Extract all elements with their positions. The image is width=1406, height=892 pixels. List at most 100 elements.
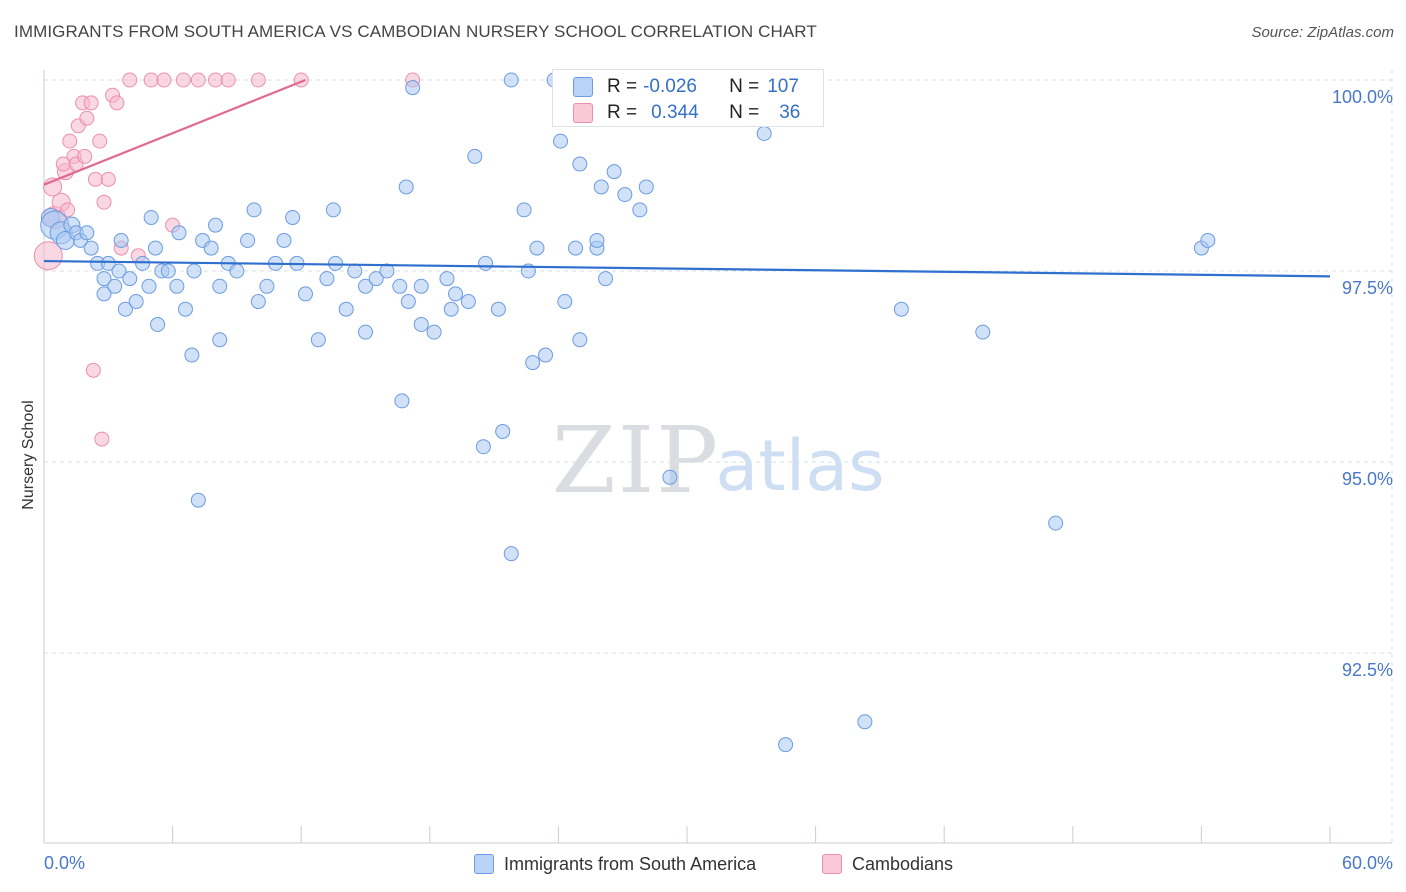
data-point [169, 278, 185, 294]
data-point [79, 110, 95, 126]
data-point [490, 301, 506, 317]
data-point [276, 232, 292, 248]
data-point [467, 148, 483, 164]
axes [43, 70, 1392, 844]
data-point [220, 72, 236, 88]
x-tick-label: 60.0% [1342, 853, 1393, 873]
data-point [107, 278, 123, 294]
stats-row-south-america: R = -0.026 N = 107 [573, 75, 799, 99]
data-point [259, 278, 275, 294]
data-point [240, 232, 256, 248]
data-point [778, 737, 794, 753]
data-point [160, 263, 176, 279]
data-point [756, 125, 772, 141]
data-point [184, 347, 200, 363]
data-point [156, 72, 172, 88]
y-tick-label: 92.5% [1342, 660, 1393, 680]
data-point [495, 423, 511, 439]
y-tick-label: 95.0% [1342, 469, 1393, 489]
data-point [557, 294, 573, 310]
data-point [319, 271, 335, 287]
trend-line [43, 78, 306, 186]
data-point [568, 240, 584, 256]
stats-swatch-pink [573, 103, 593, 123]
data-point [538, 347, 554, 363]
data-point [79, 225, 95, 241]
data-point [338, 301, 354, 317]
data-point [128, 294, 144, 310]
data-point [229, 263, 245, 279]
data-point [426, 324, 442, 340]
data-point [190, 492, 206, 508]
data-point [503, 72, 519, 88]
data-point [443, 301, 459, 317]
data-point [379, 263, 395, 279]
data-point [413, 278, 429, 294]
data-point [325, 202, 341, 218]
data-point [109, 95, 125, 111]
y-tick-label: 97.5% [1342, 278, 1393, 298]
y-tick-label: 100.0% [1332, 87, 1393, 107]
data-point [439, 271, 455, 287]
data-point [143, 210, 159, 226]
data-point [77, 148, 93, 164]
data-point [122, 72, 138, 88]
data-point [598, 271, 614, 287]
r-value: -0.026 [643, 76, 697, 97]
data-point [190, 72, 206, 88]
data-point [177, 301, 193, 317]
n-value: 36 [779, 102, 801, 123]
data-point [857, 714, 873, 730]
r-label: R = [607, 76, 638, 97]
data-point [250, 294, 266, 310]
data-point [175, 72, 191, 88]
data-point [503, 546, 519, 562]
correlation-stats-box: R = -0.026 N = 107 R = 0.344 N = 36 [552, 69, 824, 127]
data-point [100, 255, 116, 271]
data-point [347, 263, 363, 279]
data-point [117, 301, 133, 317]
data-point [83, 240, 99, 256]
data-point [405, 80, 421, 96]
chart-title: IMMIGRANTS FROM SOUTH AMERICA VS CAMBODI… [14, 22, 817, 41]
data-point [662, 469, 678, 485]
data-point [572, 332, 588, 348]
data-point [96, 286, 112, 302]
data-point [400, 294, 416, 310]
legend-item-cambodians[interactable]: Cambodians [822, 852, 953, 876]
data-point [113, 232, 129, 248]
data-point [572, 156, 588, 172]
trend-lines [43, 78, 1331, 278]
data-point [638, 179, 654, 195]
n-value: 107 [767, 76, 799, 97]
data-point [143, 72, 159, 88]
tick-labels: 92.5% 95.0% 97.5% 100.0% 0.0% 60.0% [44, 87, 1393, 873]
data-point [975, 324, 991, 340]
data-point [392, 278, 408, 294]
data-point [203, 240, 219, 256]
data-point [398, 179, 414, 195]
chart-source: Source: ZipAtlas.com [1251, 24, 1394, 41]
data-point [186, 263, 202, 279]
data-point [394, 393, 410, 409]
data-point [100, 171, 116, 187]
data-point [1048, 515, 1064, 531]
legend-swatch-pink [822, 854, 842, 874]
data-point [87, 171, 103, 187]
data-point [96, 271, 112, 287]
data-point [293, 72, 309, 88]
data-point [525, 355, 541, 371]
data-point [632, 202, 648, 218]
data-point [212, 278, 228, 294]
stats-row-cambodians: R = 0.344 N = 36 [573, 101, 800, 125]
data-point [60, 202, 76, 218]
data-point [358, 324, 373, 340]
legend-item-south-america[interactable]: Immigrants from South America [474, 852, 756, 876]
data-point [96, 194, 112, 210]
x-tick-label: 0.0% [44, 853, 85, 873]
data-point [246, 202, 262, 218]
series-south-america-points [40, 72, 1216, 753]
data-point [297, 286, 313, 302]
data-point [460, 294, 476, 310]
